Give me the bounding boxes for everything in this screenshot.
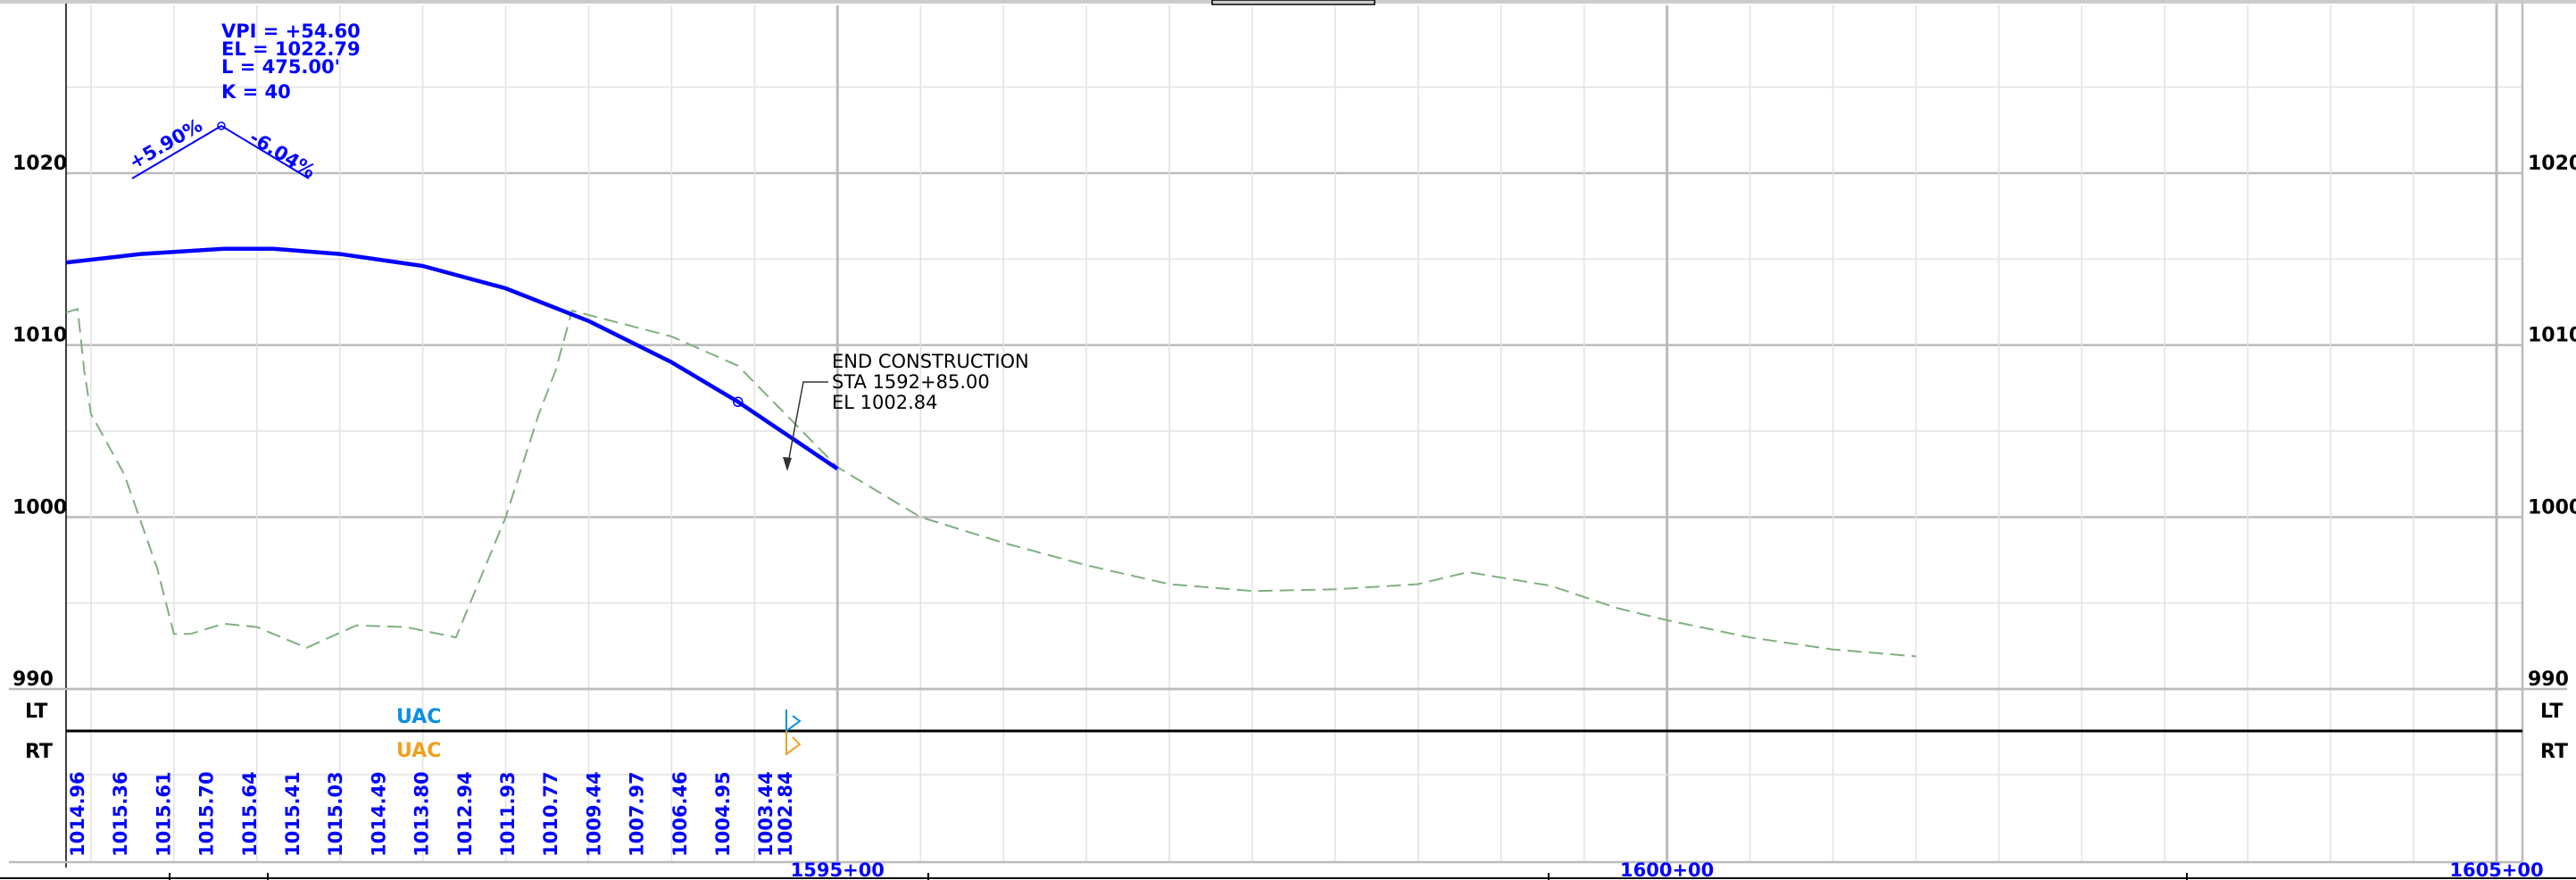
offset-strip: LT RT LT RT UAC UAC xyxy=(25,701,2568,763)
profile-elevation-value: 1003.44 xyxy=(755,771,777,857)
profile-elevation-value: 1013.80 xyxy=(411,771,433,857)
end-construction-elevation: EL 1002.84 xyxy=(832,392,937,413)
lt-label-left: LT xyxy=(25,701,47,723)
grade-out-line xyxy=(220,125,310,179)
profile-elevation-value: 1014.96 xyxy=(67,771,88,857)
profile-elevation-value: 1015.64 xyxy=(239,771,261,857)
vpi-marker xyxy=(217,121,226,130)
proposed-profile-line xyxy=(65,246,839,471)
profile-elevation-value: 1004.95 xyxy=(712,771,734,857)
profile-elevation-value: 1009.44 xyxy=(583,771,604,857)
pvt-marker xyxy=(733,396,744,407)
elevation-labels-right: 1020 1010 1000 990 xyxy=(2528,153,2576,691)
profile-elevation-value: 1002.84 xyxy=(775,771,796,857)
profile-elevation-value: 1015.61 xyxy=(153,771,174,857)
station-tick-label: 1600+00 xyxy=(1620,859,1714,880)
profile-elevation-value: 1015.36 xyxy=(110,771,131,857)
grade-in-line xyxy=(131,125,222,179)
top-tab xyxy=(1211,0,1375,5)
profile-elevation-value: 1010.77 xyxy=(540,771,561,857)
elevation-tick-label: 990 xyxy=(2528,668,2569,691)
profile-elevation-value: 1015.41 xyxy=(282,771,303,857)
leader-arrow xyxy=(783,457,792,471)
utility-marker-rt xyxy=(785,731,802,756)
station-tick-label: 1595+00 xyxy=(791,859,885,880)
existing-ground-line xyxy=(65,307,1916,658)
profile-elevation-value: 1012.94 xyxy=(454,771,476,857)
vpi-k-label: K = 40 xyxy=(221,81,291,103)
profile-elevation-value: 1006.46 xyxy=(669,771,691,857)
station-labels: 1595+00 1600+00 1605+00 xyxy=(791,859,2544,880)
utility-label-rt: UAC xyxy=(396,740,441,762)
elevation-tick-label: 1020 xyxy=(2528,153,2576,175)
elevation-labels-left: 1020 1010 1000 990 xyxy=(12,153,67,691)
vpi-station-label: VPI = +54.60 xyxy=(221,21,361,42)
elevation-tick-label: 1010 xyxy=(12,325,67,347)
elevation-tick-label: 1020 xyxy=(12,153,67,175)
lt-label-right: LT xyxy=(2540,701,2563,723)
profile-elevation-value: 1015.70 xyxy=(196,771,218,857)
leader-line xyxy=(786,381,828,469)
elevation-tick-label: 1000 xyxy=(12,496,67,519)
end-construction-title: END CONSTRUCTION xyxy=(832,351,1029,372)
vpi-length-label: L = 475.00' xyxy=(221,56,340,78)
rt-label-right: RT xyxy=(2540,741,2568,763)
elevation-tick-label: 1010 xyxy=(2528,325,2576,347)
profile-elevation-value: 1011.93 xyxy=(497,771,519,857)
profile-elevation-value: 1007.97 xyxy=(627,771,648,857)
end-construction-station: STA 1592+85.00 xyxy=(832,371,990,393)
proposed-profile-path xyxy=(65,246,839,471)
utility-label-lt: UAC xyxy=(396,706,441,728)
elevation-tick-label: 990 xyxy=(12,668,54,691)
vpi-elevation-label: EL = 1022.79 xyxy=(221,38,361,60)
existing-ground-path xyxy=(65,307,1916,658)
profile-elevation-value: 1015.03 xyxy=(325,771,346,857)
profile-elevation-labels: 1014.96 1015.36 1015.61 1015.70 1015.64 1015.… xyxy=(67,771,796,857)
elevation-tick-label: 1000 xyxy=(2528,496,2576,519)
station-tick-label: 1605+00 xyxy=(2449,859,2543,880)
utility-marker-lt xyxy=(785,710,802,733)
profile-elevation-value: 1014.49 xyxy=(368,771,389,857)
rt-label-left: RT xyxy=(25,741,53,763)
